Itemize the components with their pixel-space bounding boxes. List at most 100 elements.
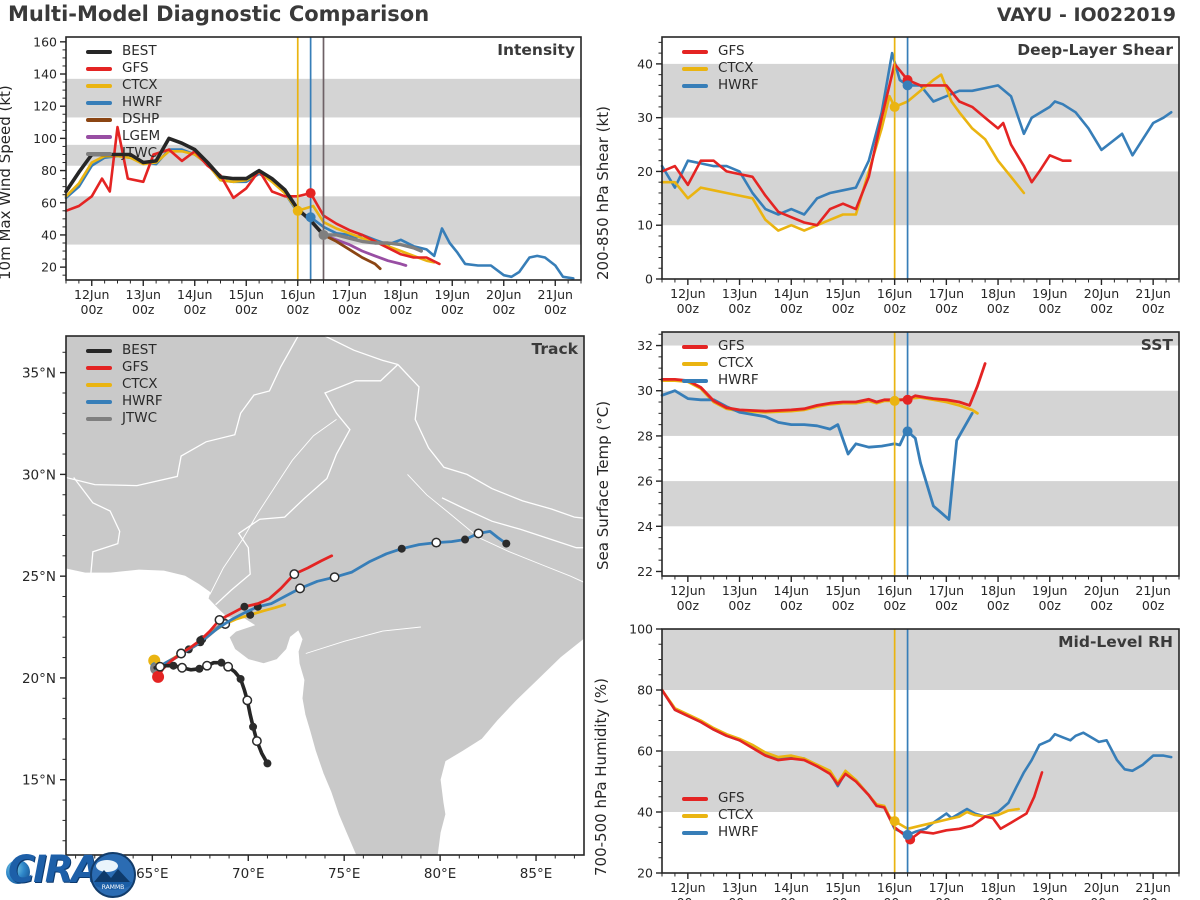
x-tick-label: 00z <box>1090 895 1113 900</box>
x-tick-label: 19Jun <box>1032 880 1067 895</box>
track-legend-item-HWRF: HWRF <box>86 393 163 410</box>
x-tick-label: 15Jun <box>825 286 860 301</box>
x-tick-label: 00z <box>132 302 155 317</box>
x-tick-label: 00z <box>780 598 803 613</box>
ylabel-shear: 200-850 hPa Shear (kt) <box>594 106 612 280</box>
track-fix-12z <box>329 572 340 583</box>
y-tick-label: 20 <box>637 866 653 881</box>
y-tick-label: 30 <box>637 383 653 398</box>
cira-rammb-logos: CIRA RAMMB <box>6 846 146 898</box>
x-tick-label: 12Jun <box>670 583 705 598</box>
track-fix-00z <box>397 544 406 553</box>
track-fix-12z <box>473 528 484 539</box>
legend-label: HWRF <box>122 393 163 410</box>
legend-label: GFS <box>718 338 745 355</box>
lon-tick-label: 85°E <box>520 866 552 882</box>
x-tick-label: 00z <box>1039 895 1062 900</box>
x-tick-label: 20Jun <box>486 287 521 302</box>
y-tick-label: 80 <box>637 683 653 698</box>
x-tick-label: 00z <box>935 598 958 613</box>
y-tick-label: 20 <box>41 260 57 275</box>
y-tick-label: 40 <box>637 805 653 820</box>
legend-swatch-GFS <box>682 796 708 802</box>
lon-tick-label: 70°E <box>232 866 264 882</box>
y-tick-label: 100 <box>33 131 57 146</box>
intensity-init-dot-GFS <box>305 188 316 199</box>
x-tick-label: 00z <box>677 598 700 613</box>
x-tick-label: 00z <box>728 895 751 900</box>
ylabel-rh: 700-500 hPa Humidity (%) <box>592 677 610 876</box>
track-fix-12z <box>289 569 300 580</box>
legend-label: JTWC <box>122 410 158 427</box>
sst-panel: 12Jun00z13Jun00z14Jun00z15Jun00z16Jun00z… <box>637 331 1180 613</box>
legend-label: CTCX <box>718 355 754 372</box>
map-border <box>73 477 121 574</box>
y-tick-label: 60 <box>41 195 57 210</box>
x-tick-label: 14Jun <box>774 286 809 301</box>
legend-label: HWRF <box>718 372 759 389</box>
x-tick-label: 13Jun <box>126 287 161 302</box>
x-tick-label: 00z <box>1090 598 1113 613</box>
legend-label: GFS <box>122 359 149 376</box>
legend-swatch-GFS <box>86 66 112 72</box>
shear-series-CTCX <box>660 73 1026 232</box>
y-tick-label: 30 <box>637 110 653 125</box>
legend-label: CTCX <box>718 60 754 77</box>
x-tick-label: 00z <box>1039 301 1062 316</box>
x-tick-label: 15Jun <box>825 880 860 895</box>
x-tick-label: 21Jun <box>1135 286 1170 301</box>
x-tick-label: 00z <box>1039 598 1062 613</box>
x-tick-label: 00z <box>780 895 803 900</box>
track-fix-00z <box>195 664 204 673</box>
sst-legend-item-GFS: GFS <box>682 338 759 355</box>
x-tick-label: 19Jun <box>1032 286 1067 301</box>
rh-panel: 12Jun00z13Jun00z14Jun00z15Jun00z16Jun00z… <box>629 622 1180 900</box>
track-legend: BEST GFS CTCX HWRF JTWC <box>86 344 163 427</box>
rh-legend: GFS CTCX HWRF <box>682 792 759 839</box>
legend-label: HWRF <box>718 77 759 94</box>
legend-swatch-CTCX <box>682 361 708 367</box>
track-fix-00z <box>240 602 249 611</box>
legend-swatch-HWRF <box>86 100 112 106</box>
map-border <box>441 497 584 549</box>
track-fix-12z <box>202 660 212 671</box>
shear-series-HWRF <box>660 51 1173 216</box>
x-tick-label: 00z <box>935 895 958 900</box>
legend-swatch-CTCX <box>86 83 112 89</box>
panel-title-sst: SST <box>1140 336 1173 354</box>
x-tick-label: 17Jun <box>929 583 964 598</box>
x-tick-label: 00z <box>1090 301 1113 316</box>
y-tick-label: 140 <box>33 67 57 82</box>
map-border <box>215 364 399 606</box>
x-tick-label: 21Jun <box>538 287 573 302</box>
legend-label: HWRF <box>122 94 163 111</box>
x-tick-label: 00z <box>544 302 567 317</box>
y-tick-label: 120 <box>33 99 57 114</box>
x-tick-label: 14Jun <box>774 583 809 598</box>
y-tick-label: 20 <box>637 164 653 179</box>
cira-globe-icon <box>6 860 30 884</box>
rh-series-HWRF <box>660 688 1173 837</box>
rh-category-band <box>662 751 1179 812</box>
legend-swatch-LGEM <box>86 134 112 140</box>
legend-label: BEST <box>122 43 157 60</box>
y-tick-label: 80 <box>41 163 57 178</box>
shear-legend-item-HWRF: HWRF <box>682 77 759 94</box>
legend-swatch-BEST <box>86 348 112 354</box>
x-tick-label: 13Jun <box>722 286 757 301</box>
sst-series-GFS <box>660 362 987 413</box>
x-tick-label: 00z <box>832 598 855 613</box>
track-fix-00z <box>236 674 245 683</box>
track-fix-00z <box>196 636 205 645</box>
legend-swatch-GFS <box>682 344 708 350</box>
track-panel: 65°E 70°E 75°E 80°E 85°E 15°N 20°N 25°N 30°N 35°N <box>22 335 585 882</box>
y-tick-label: 40 <box>41 227 57 242</box>
x-tick-label: 00z <box>987 301 1010 316</box>
legend-swatch-GFS <box>86 365 112 371</box>
panel-title-rh: Mid-Level RH <box>1058 633 1173 651</box>
legend-swatch-CTCX <box>682 66 708 72</box>
x-tick-label: 00z <box>883 301 906 316</box>
lat-tick-label: 15°N <box>22 773 56 789</box>
